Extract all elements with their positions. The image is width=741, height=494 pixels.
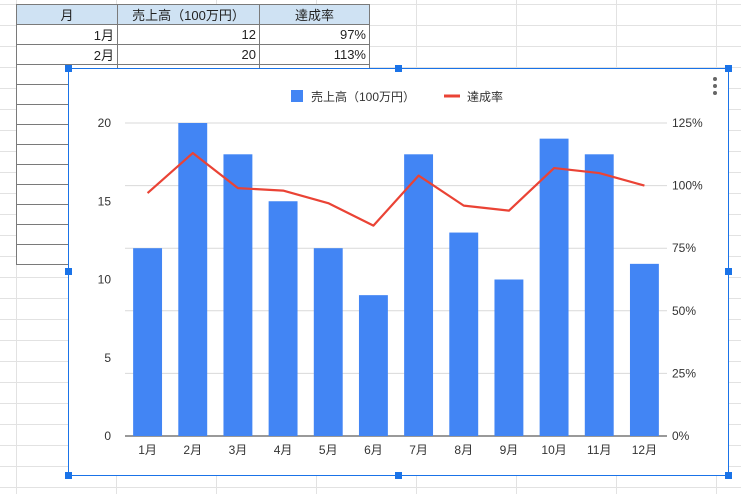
right-axis-tick-label: 25% bbox=[672, 366, 696, 380]
bar bbox=[494, 279, 524, 436]
x-axis-tick-label: 2月 bbox=[183, 443, 202, 457]
bar bbox=[629, 263, 659, 436]
cell-month[interactable]: 2月 bbox=[16, 44, 118, 65]
table-row: 1月 12 97% bbox=[16, 24, 370, 45]
cell-month[interactable]: 1月 bbox=[16, 24, 118, 45]
cell-sales[interactable]: 12 bbox=[117, 24, 260, 45]
bar bbox=[313, 248, 343, 436]
resize-handle-bottom[interactable] bbox=[395, 472, 402, 479]
resize-handle-bottom-left[interactable] bbox=[65, 472, 72, 479]
bar bbox=[584, 154, 614, 437]
left-axis-tick-label: 20 bbox=[98, 116, 112, 130]
legend-label-rate: 達成率 bbox=[467, 89, 503, 104]
right-axis-tick-label: 125% bbox=[672, 116, 703, 130]
x-axis-tick-label: 4月 bbox=[274, 443, 293, 457]
left-axis-tick-label: 0 bbox=[104, 429, 111, 443]
table-header-row: 月 売上高（100万円） 達成率 bbox=[16, 4, 370, 25]
x-axis-tick-label: 6月 bbox=[364, 443, 383, 457]
x-axis-tick-label: 5月 bbox=[319, 443, 338, 457]
resize-handle-left[interactable] bbox=[65, 268, 72, 275]
bar bbox=[358, 295, 388, 436]
right-axis-tick-label: 0% bbox=[672, 429, 690, 443]
x-axis-tick-label: 3月 bbox=[229, 443, 248, 457]
right-axis-tick-label: 50% bbox=[672, 304, 696, 318]
bar bbox=[223, 154, 253, 437]
x-axis-tick-label: 12月 bbox=[632, 443, 657, 457]
left-axis-tick-label: 10 bbox=[98, 273, 112, 287]
x-axis-tick-label: 11月 bbox=[587, 443, 611, 457]
left-axis-tick-label: 5 bbox=[104, 351, 111, 365]
resize-handle-top-right[interactable] bbox=[725, 65, 732, 72]
x-axis-tick-label: 7月 bbox=[409, 443, 428, 457]
header-month[interactable]: 月 bbox=[16, 4, 118, 25]
combo-chart[interactable]: 0% 25% 50% 75% 100% 125% 0 5 10 15 20 1月 2月 3月 4月 5月 6月 7… bbox=[68, 68, 729, 476]
resize-handle-top[interactable] bbox=[395, 65, 402, 72]
legend-label-sales: 売上高（100万円） bbox=[311, 89, 415, 104]
bar bbox=[539, 138, 569, 436]
rate-line bbox=[146, 151, 645, 227]
table-row: 2月 20 113% bbox=[16, 44, 370, 65]
bar bbox=[178, 123, 208, 436]
bar bbox=[404, 154, 434, 437]
chart-plot: 0% 25% 50% 75% 100% 125% 0 5 10 15 20 1月 2月 3月 4月 5月 6月 7… bbox=[98, 89, 703, 457]
resize-handle-top-left[interactable] bbox=[65, 65, 72, 72]
resize-handle-bottom-right[interactable] bbox=[725, 472, 732, 479]
header-sales[interactable]: 売上高（100万円） bbox=[117, 4, 260, 25]
bar bbox=[449, 232, 479, 436]
x-axis-tick-label: 10月 bbox=[541, 443, 566, 457]
header-rate[interactable]: 達成率 bbox=[259, 4, 370, 25]
x-axis-tick-label: 9月 bbox=[500, 443, 519, 457]
cell-rate[interactable]: 97% bbox=[259, 24, 370, 45]
right-axis-tick-label: 75% bbox=[672, 241, 696, 255]
cell-sales[interactable]: 20 bbox=[117, 44, 260, 65]
chart-menu-icon[interactable] bbox=[712, 77, 718, 95]
left-axis-tick-label: 15 bbox=[98, 194, 112, 208]
resize-handle-right[interactable] bbox=[725, 268, 732, 275]
legend-swatch-sales bbox=[291, 90, 303, 102]
x-axis-tick-label: 8月 bbox=[454, 443, 473, 457]
bar bbox=[133, 248, 163, 436]
right-axis-tick-label: 100% bbox=[672, 179, 703, 193]
x-axis-tick-label: 1月 bbox=[138, 443, 157, 457]
bar bbox=[268, 201, 298, 436]
cell-rate[interactable]: 113% bbox=[259, 44, 370, 65]
